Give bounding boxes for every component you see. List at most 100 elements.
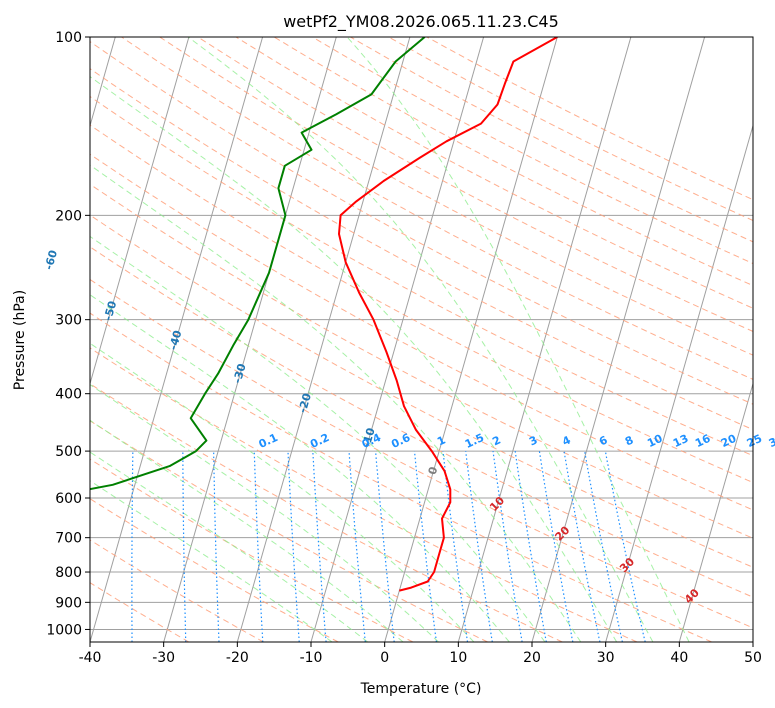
mixing-ratio-line	[584, 450, 623, 642]
moist-adiabat	[90, 384, 439, 642]
isotherm-20	[531, 37, 706, 642]
mixing-ratio-line	[604, 450, 646, 642]
mixing-ratio-label: 1	[435, 433, 447, 448]
dry-adiabat	[197, 37, 753, 332]
isotherm-label: -30	[231, 362, 249, 385]
y-tick-label: 200	[55, 208, 82, 224]
moist-adiabat	[90, 342, 475, 642]
x-tick-label: 20	[523, 650, 541, 666]
dry-adiabat	[273, 37, 753, 287]
mixing-ratio-line	[82, 451, 86, 642]
isotherm-label: -20	[296, 391, 314, 414]
y-tick-label: 600	[55, 491, 82, 507]
x-tick-label: 50	[744, 650, 762, 666]
dry-adiabat	[90, 347, 638, 642]
mixing-ratio-label: 6	[597, 433, 610, 448]
y-tick-label: 500	[55, 444, 82, 460]
dry-adiabat	[90, 124, 753, 484]
mixing-ratio-line	[465, 451, 493, 642]
isotherm-40	[678, 381, 753, 642]
x-tick-label: -10	[300, 650, 323, 666]
mixing-ratio-line	[253, 451, 264, 642]
mixing-ratio-label: 30	[767, 432, 775, 450]
isotherm-label: -10	[360, 426, 378, 449]
isotherm-10	[457, 37, 632, 642]
dry-adiabat	[121, 37, 753, 380]
line-labels: -100-90-80-70-60-50-40-30-20-10010203040…	[0, 197, 775, 606]
axes: -40 -30 -20 -10 0 10 20 30 40 5010020030040050060…	[46, 30, 762, 666]
x-tick-label: -20	[226, 650, 249, 666]
isotherm--20	[236, 37, 411, 642]
x-tick-label: 10	[449, 650, 467, 666]
mixing-ratio-line	[538, 451, 574, 642]
mixing-ratio-label: 13	[671, 432, 690, 450]
dry-adiabat	[90, 312, 712, 642]
dry-adiabat	[350, 37, 753, 243]
isotherm-50	[752, 640, 753, 642]
dry-adiabat	[235, 37, 753, 309]
dry-adiabat-label: 10	[487, 494, 507, 514]
isotherm-label: 0	[426, 465, 441, 476]
mixing-ratio-line	[492, 451, 523, 642]
isotherm--40	[90, 37, 264, 642]
moist-adiabat	[90, 235, 546, 642]
dry-adiabat	[90, 420, 488, 642]
isotherm-label: -60	[42, 248, 60, 271]
mixing-ratio-line	[514, 451, 547, 642]
moist-adiabat	[346, 37, 690, 642]
dry-adiabat	[90, 41, 753, 405]
mixing-ratio-label: 10	[645, 432, 665, 450]
mixing-ratio-label: 16	[693, 432, 713, 450]
mixing-ratio-label: 0.1	[257, 431, 280, 451]
dewpoint-line	[90, 37, 426, 491]
y-tick-label: 900	[55, 595, 82, 611]
moist-adiabat	[90, 480, 333, 642]
temperature-line	[338, 37, 558, 592]
y-tick-label: 300	[55, 313, 82, 329]
mixing-ratio-label: 25	[745, 432, 764, 450]
mixing-ratio-line	[348, 451, 366, 642]
y-axis-label: Pressure (hPa)	[12, 290, 28, 390]
dry-adiabat	[90, 458, 414, 642]
dry-adiabat	[90, 539, 264, 642]
dry-adiabat-label: 20	[552, 523, 572, 543]
mixing-ratio-label: 0.2	[308, 431, 331, 451]
moist-adiabat	[187, 37, 654, 642]
dry-adiabat	[90, 214, 753, 568]
moist-adiabat	[90, 419, 404, 642]
isotherm-0	[384, 37, 558, 642]
dry-adiabat	[90, 183, 753, 539]
mixing-ratio-label: 8	[623, 433, 635, 448]
x-tick-label: 40	[670, 650, 688, 666]
dry-adiabat-label: 40	[682, 586, 702, 606]
mixing-ratio-label: 4	[560, 433, 573, 448]
isotherm-label: -50	[101, 299, 119, 322]
y-tick-label: 700	[55, 531, 82, 547]
dry-adiabat	[90, 95, 753, 457]
mixing-ratio-label: 20	[719, 432, 739, 450]
isotherm--30	[163, 37, 337, 642]
plot-frame	[89, 36, 754, 643]
x-tick-label: 30	[597, 650, 615, 666]
moist-adiabat	[90, 75, 618, 642]
y-tick-label: 800	[55, 565, 82, 581]
y-tick-label: 100	[55, 30, 82, 46]
chart-title: wetPf2_YM08.2026.065.11.23.C45	[283, 12, 559, 32]
x-tick-label: 0	[380, 650, 389, 666]
series-lines	[90, 37, 558, 592]
x-axis-label: Temperature (°C)	[360, 681, 482, 697]
dry-adiabat	[90, 582, 190, 642]
isotherm-label: -70	[0, 197, 1, 220]
x-tick-label: -30	[152, 650, 175, 666]
isotherm--50	[90, 37, 190, 386]
y-tick-label: 1000	[46, 622, 82, 638]
y-tick-label: 400	[55, 387, 82, 403]
mixing-ratio-line	[442, 451, 469, 642]
dry-adiabat	[159, 37, 753, 356]
mixing-ratio-label: 0.6	[389, 431, 412, 451]
moist-adiabat	[90, 164, 582, 642]
mixing-ratio-line	[563, 451, 601, 642]
dry-adiabat	[90, 153, 753, 511]
dry-adiabat	[426, 37, 753, 201]
